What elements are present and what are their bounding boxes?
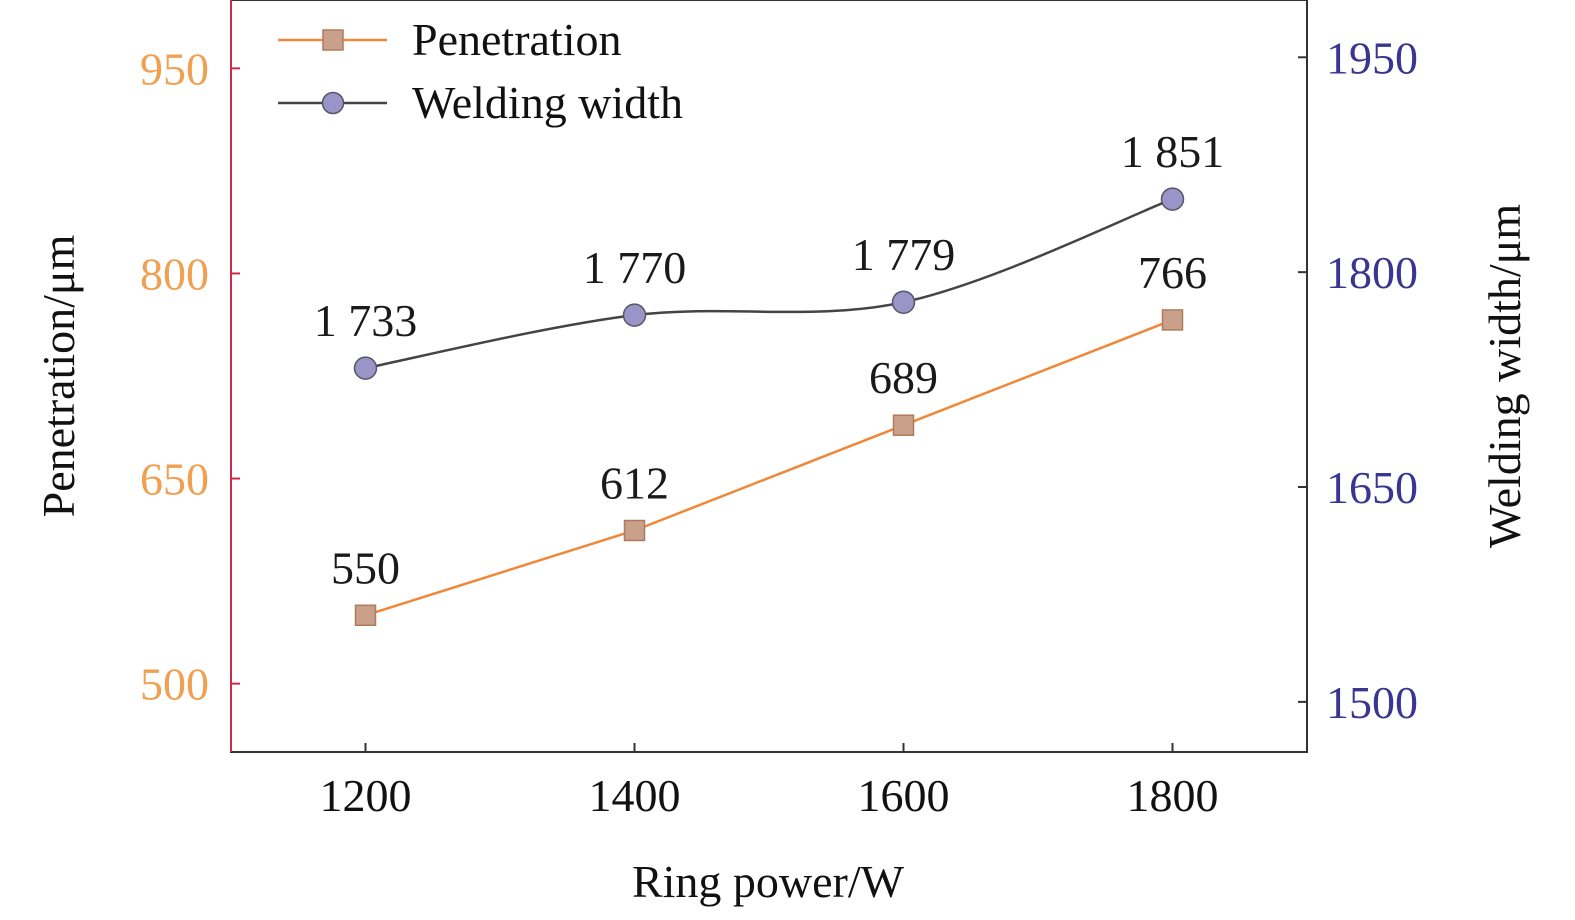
data-point-penetration xyxy=(354,604,377,627)
left-axis-title: Penetration/μm xyxy=(33,234,84,517)
data-label-welding-width: 1 733 xyxy=(314,295,418,346)
right-axis-title: Welding width/μm xyxy=(1479,204,1530,548)
right-y-tick-label: 1800 xyxy=(1326,247,1418,298)
legend-welding-width-label: Welding width xyxy=(412,77,683,128)
data-point-penetration xyxy=(623,519,646,542)
right-y-tick-label: 1500 xyxy=(1326,677,1418,728)
data-label-penetration: 612 xyxy=(600,458,669,509)
right-y-tick-label: 1650 xyxy=(1326,462,1418,513)
left-y-tick-label: 950 xyxy=(140,43,209,94)
data-label-welding-width: 1 779 xyxy=(852,229,956,280)
left-y-tick-label: 500 xyxy=(140,659,209,710)
series-line-welding-width xyxy=(365,197,1173,370)
data-label-penetration: 689 xyxy=(869,352,938,403)
data-label-penetration: 550 xyxy=(331,542,400,593)
left-y-tick-label: 650 xyxy=(140,454,209,505)
series-line-penetration xyxy=(365,318,1173,617)
data-point-welding-width xyxy=(353,356,378,380)
x-tick-label: 1400 xyxy=(589,770,681,821)
x-axis-title: Ring power/W xyxy=(632,856,905,907)
data-point-welding-width xyxy=(891,290,916,314)
data-point-penetration xyxy=(1161,309,1184,331)
left-y-tick-label: 800 xyxy=(140,248,209,299)
legend: Penetration Welding width xyxy=(278,14,683,128)
series-layer: 550 612 689 766 1 733 1 770 1 779 1 851 xyxy=(314,126,1225,627)
data-label-penetration: 766 xyxy=(1138,247,1207,298)
legend-welding-width-marker xyxy=(321,91,345,115)
data-point-penetration xyxy=(892,414,915,436)
data-point-welding-width xyxy=(1160,187,1185,211)
x-tick-label: 1800 xyxy=(1127,770,1219,821)
x-tick-label: 1200 xyxy=(320,770,412,821)
plot-frame xyxy=(230,0,1308,753)
data-label-welding-width: 1 770 xyxy=(583,242,687,293)
legend-penetration-label: Penetration xyxy=(412,14,622,65)
x-tick-label: 1600 xyxy=(858,770,950,821)
legend-item-welding-width: Welding width xyxy=(278,77,683,128)
data-point-welding-width xyxy=(622,303,647,327)
legend-penetration-marker xyxy=(322,29,344,51)
right-y-tick-label: 1950 xyxy=(1326,32,1418,83)
axis-ticks: 1200 1400 1600 1800 500 650 800 950 1500 1650 1800… xyxy=(140,32,1418,821)
legend-item-penetration: Penetration xyxy=(278,14,622,65)
data-label-welding-width: 1 851 xyxy=(1121,126,1225,177)
